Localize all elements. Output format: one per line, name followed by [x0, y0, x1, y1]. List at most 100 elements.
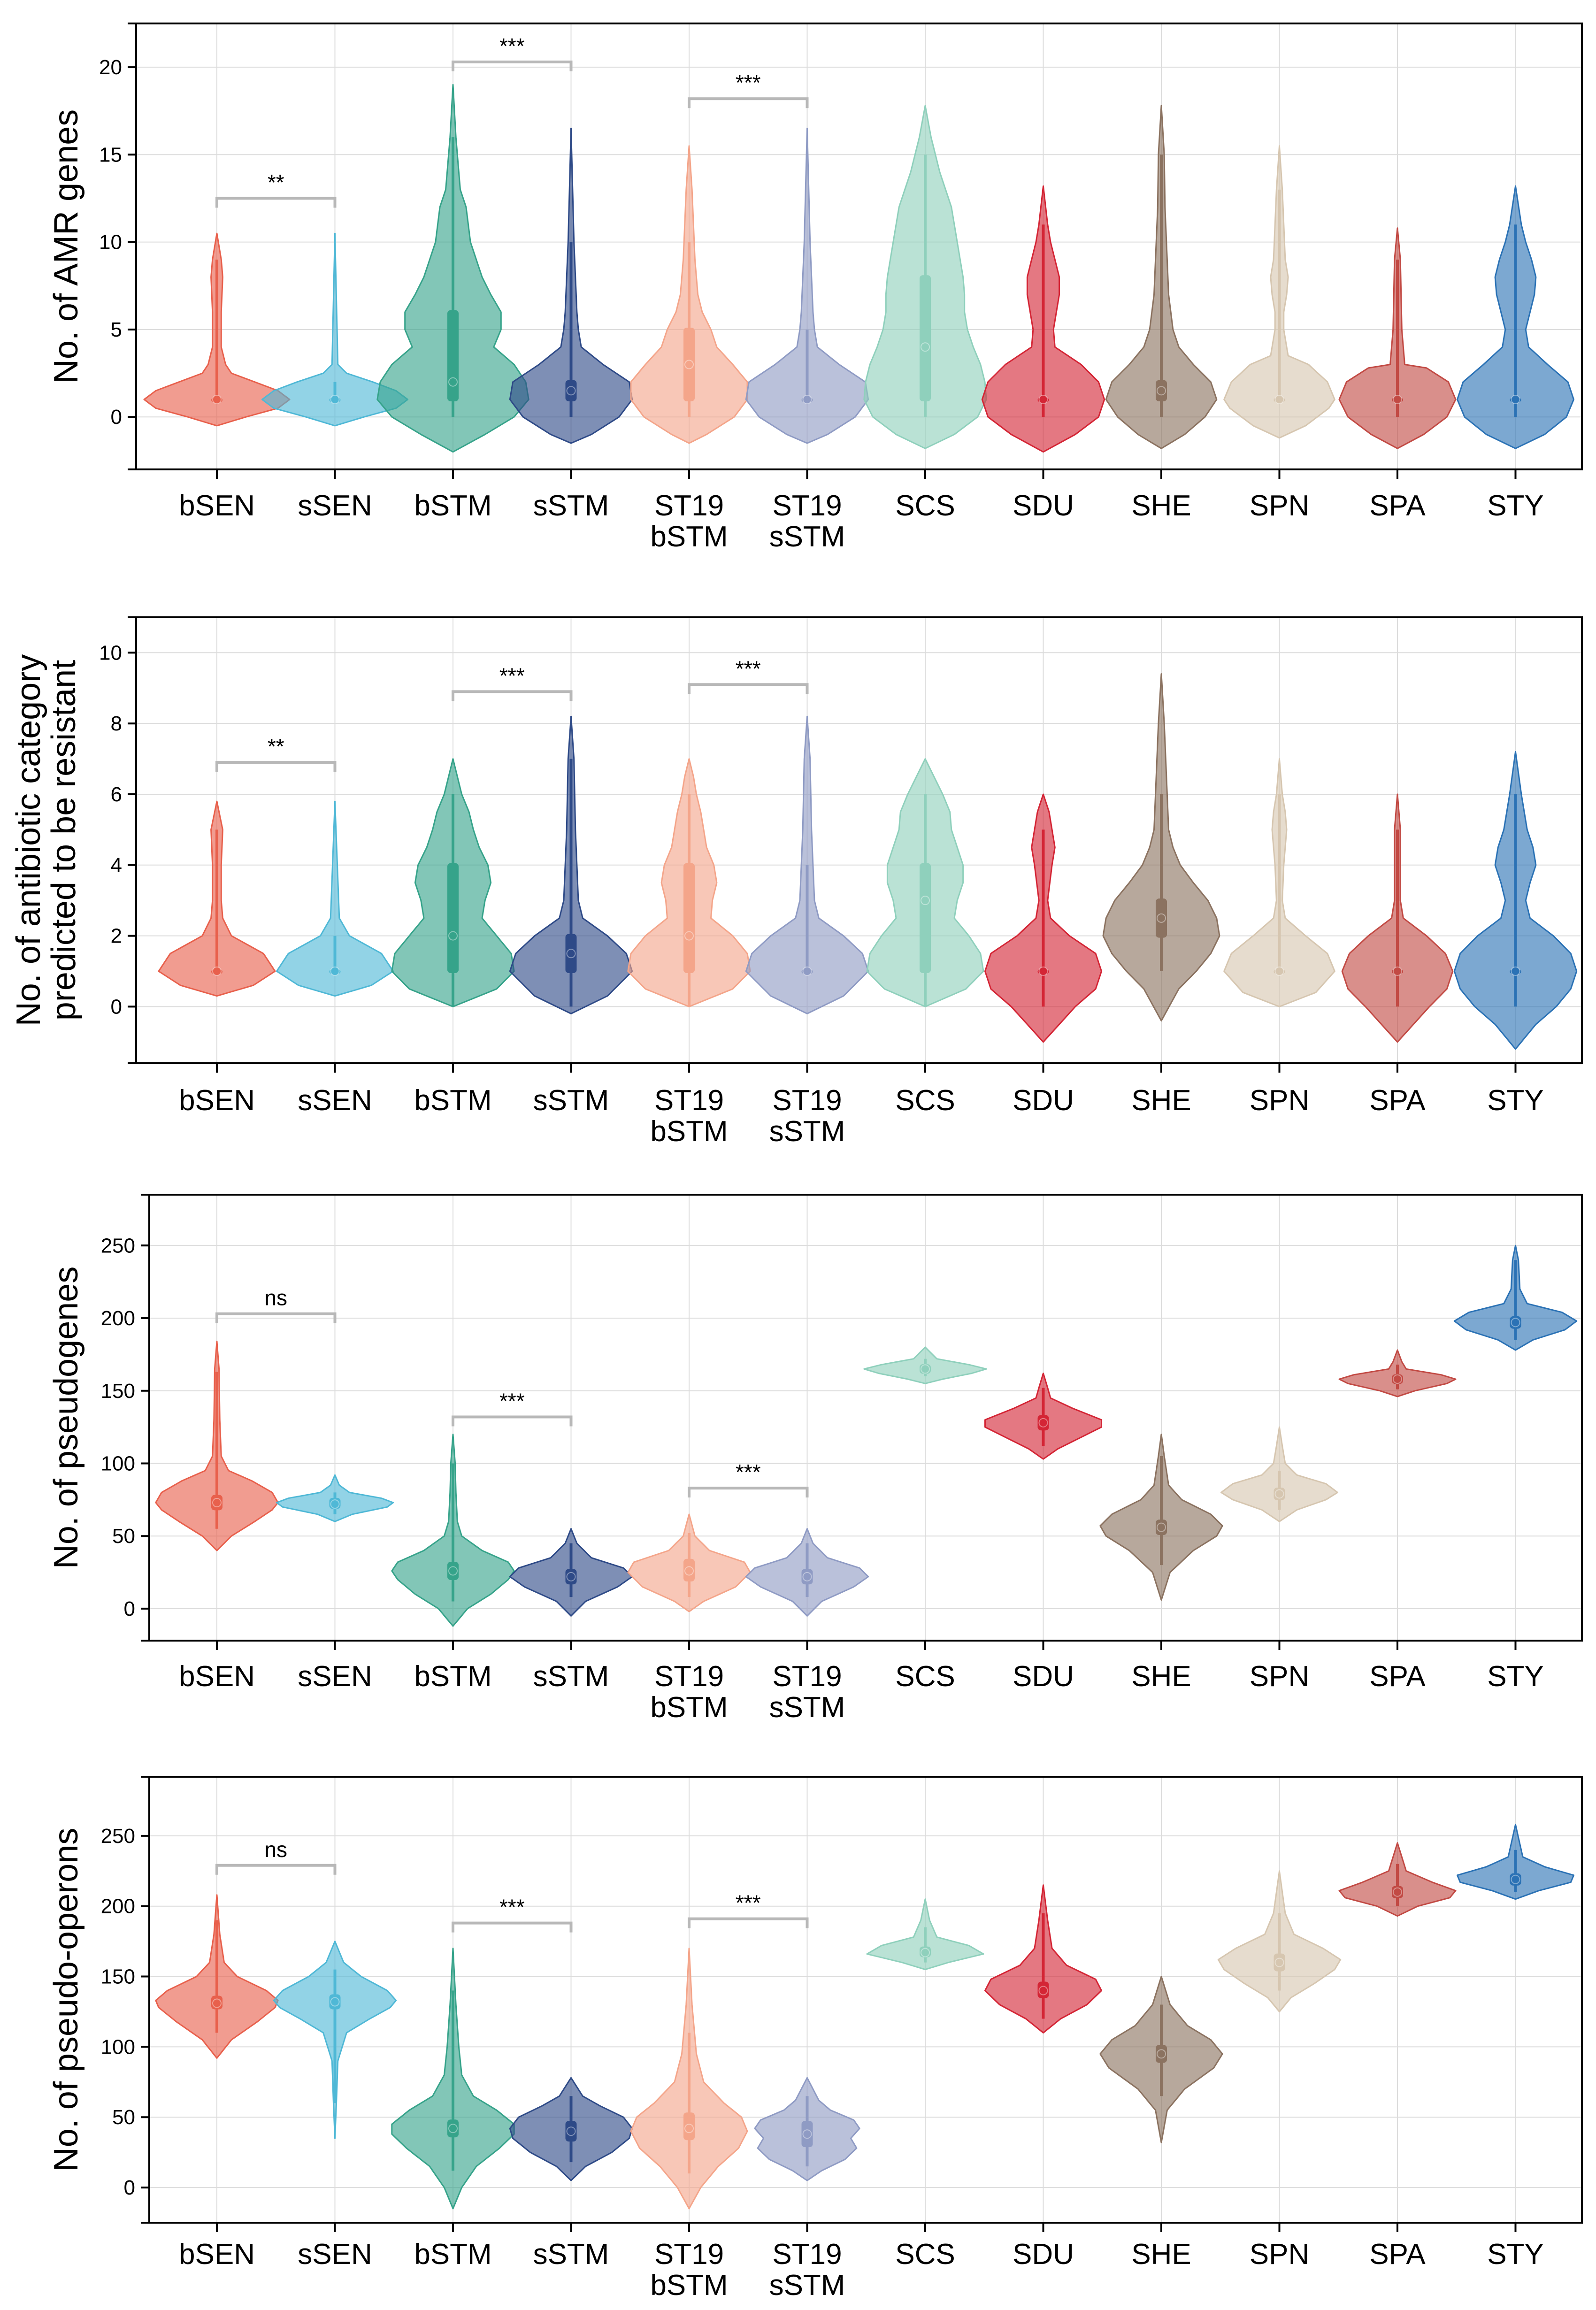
violin-spn [1220, 1426, 1338, 1522]
x-tick-label-sstm: sSTM [533, 490, 609, 522]
x-tick-label-bsen: bSEN [179, 1660, 255, 1693]
x-tick-label-bsen: bSEN [179, 2238, 255, 2271]
violin-median [802, 2129, 812, 2139]
violin-median [921, 1364, 930, 1374]
x-tick-label-spa: SPA [1369, 2238, 1426, 2271]
x-tick-label-line: sSTM [533, 1660, 609, 1693]
x-tick-label-she: SHE [1131, 490, 1191, 522]
x-tick-label-line: SCS [895, 1084, 955, 1117]
violin-box [920, 863, 931, 973]
violin-median [1511, 394, 1520, 404]
significance-bracket: *** [688, 1891, 809, 1928]
violin-sdu [981, 185, 1105, 453]
x-tick-label-line: bSTM [650, 2269, 728, 2302]
violin-bstm [391, 1948, 515, 2210]
x-tick-label-line: SDU [1013, 2238, 1074, 2271]
x-tick-label-bsen: bSEN [179, 1084, 255, 1117]
x-tick-label-sstm: sSTM [533, 1660, 609, 1693]
violin-median [1393, 966, 1402, 976]
x-tick-label-sty: STY [1487, 1660, 1544, 1693]
significance-label: ns [264, 1286, 287, 1310]
y-axis: 0 2 4 6 8 10 [99, 616, 136, 1064]
x-tick-label-bsen: bSEN [179, 490, 255, 522]
bracket-line [215, 1312, 337, 1323]
violin-sdu [984, 1884, 1102, 2034]
violin-median [684, 1566, 694, 1576]
violin-bstm [376, 84, 529, 453]
x-tick-label-line: ST19 [772, 490, 842, 522]
x-tick-label-st19-bstm: ST19 bSTM [650, 490, 728, 553]
significance-bracket: ** [215, 170, 337, 208]
significance-brackets: ns *** *** [215, 1286, 809, 1498]
violin-spn [1217, 1870, 1342, 2012]
x-tick-label-line: sSEN [298, 1660, 372, 1693]
violin-median [1038, 1986, 1048, 1995]
panel-pseudogenes: ns *** *** 0 50 100 150 200 250 No. of pseudogene… [47, 1194, 1583, 1724]
violin-st19-sstm [745, 1528, 869, 1617]
violin-sty [1457, 185, 1574, 449]
y-tick-label: 0 [124, 2176, 135, 2199]
bracket-line [688, 1917, 809, 1928]
significance-label: *** [499, 1895, 525, 1919]
violin-median [566, 1572, 576, 1581]
violin-median [1274, 966, 1284, 976]
violin-sty [1457, 1824, 1574, 1900]
x-tick-label-line: bSEN [179, 1084, 255, 1117]
violin-median [566, 949, 576, 959]
violin-scs [866, 758, 984, 1007]
violin-median [1511, 1874, 1520, 1884]
significance-bracket: ns [215, 1286, 337, 1323]
x-tick-label-line: sSEN [298, 490, 372, 522]
violins [143, 84, 1574, 453]
x-tick-label-line: SPA [1369, 1084, 1426, 1117]
plot-frame [148, 1776, 1583, 2224]
y-tick-label: 250 [101, 1234, 135, 1257]
x-tick-label-she: SHE [1131, 1660, 1191, 1693]
violin-st19-bstm [630, 145, 748, 444]
violin-median [1274, 394, 1284, 404]
violin-box [447, 310, 459, 401]
violin-ssen [273, 1941, 397, 2139]
violin-st19-sstm [745, 715, 869, 1014]
y-tick-label: 200 [101, 1307, 135, 1330]
x-tick-label-line: sSTM [769, 1115, 845, 1148]
y-axis-title: No. of pseudogenes [47, 1266, 85, 1569]
violin-sty [1453, 1244, 1578, 1351]
y-tick-label: 250 [101, 1825, 135, 1848]
violin-median [684, 360, 694, 369]
bracket-line [688, 683, 809, 694]
violin-she [1099, 1434, 1223, 1601]
violin-ssen [276, 1474, 394, 1522]
violin-median [330, 394, 340, 404]
violin-median [921, 896, 930, 906]
violin-sstm [509, 715, 633, 1014]
significance-bracket: ** [215, 734, 337, 772]
y-tick-label: 100 [101, 2035, 135, 2058]
x-tick-label-line: STY [1487, 1660, 1544, 1693]
violin-box [920, 275, 931, 401]
violin-median [684, 931, 694, 941]
x-tick-label-line: SDU [1013, 1660, 1074, 1693]
x-tick-label-line: sSTM [533, 1084, 609, 1117]
x-tick-label-scs: SCS [895, 1084, 955, 1117]
bracket-line [452, 690, 573, 701]
x-tick-label-line: STY [1487, 2238, 1544, 2271]
x-tick-label-line: bSTM [650, 1691, 728, 1724]
significance-bracket: *** [452, 1389, 573, 1427]
y-axis-title-line: predicted to be resistant [45, 660, 83, 1021]
x-tick-label-sdu: SDU [1013, 2238, 1074, 2271]
x-tick-label-line: SHE [1131, 1660, 1191, 1693]
x-tick-label-line: SPA [1369, 1660, 1426, 1693]
x-tick-label-line: ST19 [654, 2238, 724, 2271]
x-tick-label-bstm: bSTM [414, 2238, 491, 2271]
violin-spa [1338, 227, 1457, 449]
violin-median [1038, 1418, 1048, 1427]
x-tick-label-line: bSTM [414, 2238, 491, 2271]
violin-body [745, 715, 869, 1014]
violin-spn [1223, 145, 1335, 439]
x-tick-label-st19-sstm: ST19 sSTM [769, 2238, 845, 2302]
x-tick-label-line: sSEN [298, 1084, 372, 1117]
y-tick-label: 8 [111, 712, 122, 735]
violin-median [1274, 1489, 1284, 1499]
